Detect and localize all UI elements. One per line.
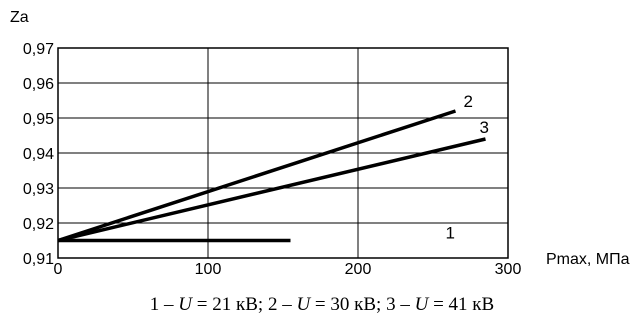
plot-frame xyxy=(57,47,509,259)
caption-series-1-number: 1 – xyxy=(149,294,179,315)
y-tick-label: 0,97 xyxy=(23,41,54,58)
y-tick-label: 0,94 xyxy=(23,146,54,163)
x-tick-labels: 0 100 200 300 xyxy=(54,261,522,278)
y-tick-labels: 0,91 0,92 0,93 0,94 0,95 0,96 0,97 xyxy=(23,41,54,268)
x-axis-label: Pmax, МПа xyxy=(546,251,630,268)
caption-series-2-value: = 30 кВ; xyxy=(310,294,387,315)
plot-area-border xyxy=(57,47,509,259)
series-label-1: 1 xyxy=(446,224,455,243)
series-label-2: 2 xyxy=(464,92,473,111)
x-tick-label: 200 xyxy=(345,261,372,278)
x-tick-label: 0 xyxy=(54,261,63,278)
chart-caption: 1 – U = 21 кВ; 2 – U = 30 кВ; 3 – U = 41… xyxy=(0,294,644,316)
caption-series-3-variable: U xyxy=(414,294,429,315)
y-tick-label: 0,91 xyxy=(23,251,54,268)
series-labels: 1 23 xyxy=(446,92,489,243)
caption-series-1-value: = 21 кВ; xyxy=(192,294,268,315)
caption-series-1-variable: U xyxy=(178,294,193,315)
caption-series-2-variable: U xyxy=(296,294,311,315)
y-tick-label: 0,93 xyxy=(23,181,54,198)
series-lines xyxy=(57,109,486,243)
series-label-3: 3 xyxy=(480,118,489,137)
caption-series-2-number: 2 – xyxy=(267,294,297,315)
y-tick-label: 0,95 xyxy=(23,111,54,128)
x-tick-label: 300 xyxy=(495,261,522,278)
y-tick-label: 0,96 xyxy=(23,76,54,93)
caption-series-3-number: 3 – xyxy=(386,294,415,315)
x-tick-label: 100 xyxy=(195,261,222,278)
gridlines xyxy=(57,47,509,259)
series-line-2 xyxy=(57,109,457,243)
y-axis-label: Za xyxy=(10,9,29,26)
y-tick-label: 0,92 xyxy=(23,216,54,233)
caption-series-3-value: = 41 кВ xyxy=(428,294,495,315)
series-line-3 xyxy=(57,137,486,243)
